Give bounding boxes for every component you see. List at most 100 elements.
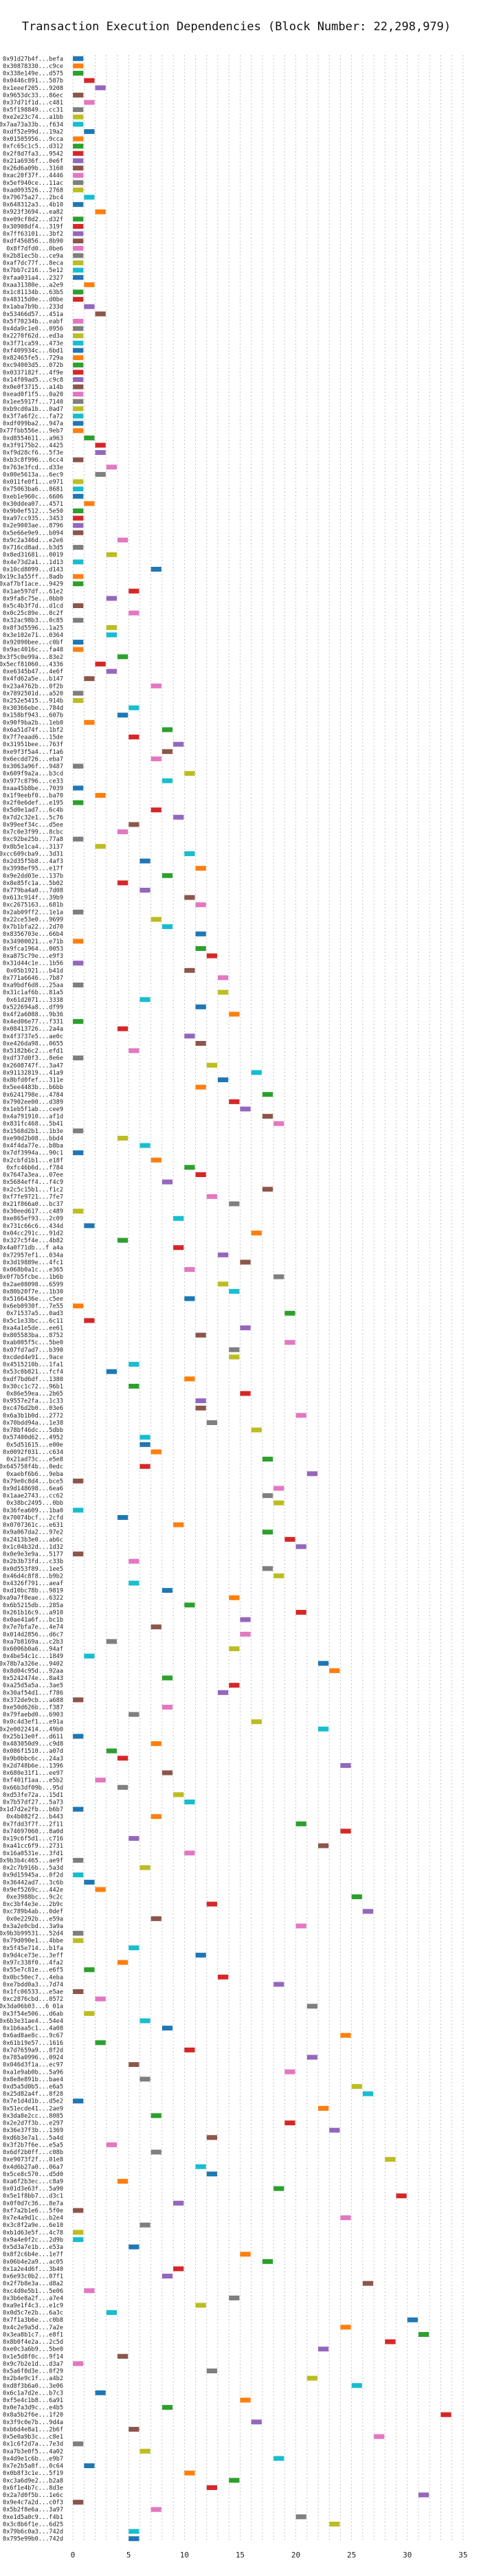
bar [161,1704,173,1710]
y-tick-label: 0x4c2e9a5d...7a2e [3,2325,63,2331]
bar [128,1558,139,1564]
bar [218,1690,229,1695]
bar [273,1121,284,1126]
y-tick-label: 0x53c0b821...fcf4 [3,1369,63,1376]
y-tick-label: 0x158bf943...607b [3,713,63,719]
y-tick-label: 0x5e1f8bb7...d3c1 [3,2193,63,2200]
y-tick-label: 0x3f9175b2...4425 [3,443,63,449]
x-tick-label: 20 [291,2551,300,2560]
y-tick-label: 0x3c8f2a9e...6e10 [3,2222,63,2229]
bar [418,2492,429,2498]
y-tick-label: 0x4fd62a5e...b147 [3,676,63,683]
bar [440,2412,451,2417]
bar [195,1084,206,1090]
bar [73,2230,84,2235]
bar [73,71,84,76]
y-tick-label: 0x36442ad7...3c6b [3,1879,63,1886]
y-tick-label: 0x0d553f89...1ee5 [3,1566,63,1573]
y-tick-label: 0x38bc2495...0bb [6,1500,63,1507]
y-tick-label: 0x30af54d1...f786 [3,1690,63,1696]
y-tick-label: 0xe2e23c74...a1bb [3,114,63,121]
y-tick-label: 0x61b19e57...1616 [3,2040,63,2047]
y-tick-label: 0x785a0996...0924 [3,2054,63,2061]
bar [84,1653,95,1659]
y-tick-label: 0x6eb0930f...7e55 [3,1303,63,1310]
y-tick-label: 0x6ecdd726...eba7 [3,756,63,763]
bar [318,1661,329,1666]
bar [206,2135,217,2140]
y-tick-label: 0x0f7b5fcbe...1b6b [0,1274,63,1281]
bar [173,814,184,820]
y-tick-label: 0x7fdd3f7f...2f11 [3,1821,63,1828]
bar [173,1245,184,1251]
y-tick-label: 0xa25d5a5a...3ae5 [3,1683,63,1690]
bar [73,377,84,382]
y-tick-label: 0x91132819...41a9 [3,1070,63,1077]
bar [195,931,206,937]
y-tick-label: 0xd6b3e7a1...5a4d [3,2135,63,2142]
bar [73,122,84,127]
y-tick-label: 0x0e2292b...e59a [6,1916,63,1923]
y-tick-label: 0x731c66c6...434d [3,1223,63,1230]
bar [218,1281,229,1287]
bar [161,924,173,930]
bar [340,2215,351,2221]
bar [95,1778,106,1783]
bar [106,2310,117,2316]
bar [161,1770,173,1776]
y-tick-label: 0x8b0f4e2a...2c5d [3,2339,63,2346]
y-tick-label: 0x22ce53e0...9699 [3,917,63,923]
bar [262,1566,273,1571]
bar [184,1165,195,1170]
y-tick-label: 0xf7a2b1e6...5f0e [3,2208,63,2215]
bar [173,1216,184,1221]
bar [106,632,117,638]
bar [150,1741,161,1747]
bar [374,2434,385,2439]
bar [351,1894,362,1899]
bar [95,844,106,849]
bar [73,144,84,149]
bar [73,1989,84,1995]
y-tick-label: 0x3f54e506...d6ab [3,2011,63,2017]
bar [173,2200,184,2206]
y-tick-label: 0x1ae597df...61e2 [3,588,63,595]
y-tick-label: 0xd53fe72a...15d1 [3,1792,63,1799]
bar [362,2091,374,2096]
y-tick-label: 0x31951bee...763f [3,741,63,748]
y-tick-label: 0x5684eff4...f4c9 [3,1179,63,1186]
bar [295,1544,306,1549]
bar [195,945,206,951]
y-tick-label: 0x9557e2fa...1c33 [3,1398,63,1405]
y-tick-label: 0x0e0f3715...a14b [3,384,63,391]
y-tick-label: 0x6b5215db...285a [3,1602,63,1609]
bar [84,501,95,506]
bar [84,128,95,134]
y-tick-label: 0x7b57df27...5a73 [3,1799,63,1806]
y-tick-label: 0x5d3a7e1b...e53a [3,2244,63,2251]
bar [95,661,106,667]
y-tick-label: 0x2e9003ae...8796 [3,523,63,530]
bar [73,2500,84,2505]
bar [229,1347,240,1352]
bar [128,822,139,827]
y-tick-label: 0xa7b8169a...c2b3 [3,1639,63,1646]
y-tick-label: 0x5a6f0d3e...0f29 [3,2368,63,2375]
bar [128,1580,139,1586]
bar [73,785,84,791]
bar [218,975,229,981]
bar [362,1909,374,1914]
bar [73,1128,84,1134]
bar [273,1486,284,1491]
bar [106,1748,117,1754]
bar [150,2149,161,2155]
bar [73,457,84,462]
bar [184,895,195,900]
bar [73,260,84,266]
bar [118,654,128,660]
bar [139,1435,150,1440]
bar [295,1609,306,1615]
y-tick-label: 0x36fea609...1ba0 [3,1508,63,1514]
bar [195,2303,206,2308]
